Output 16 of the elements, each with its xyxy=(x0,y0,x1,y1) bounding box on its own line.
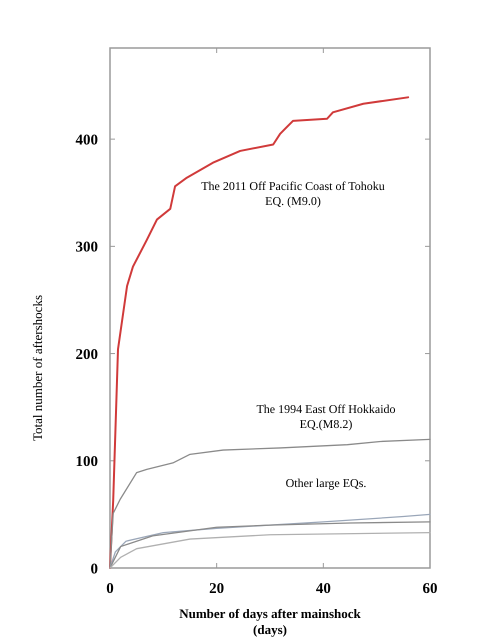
y-tick-label: 300 xyxy=(76,240,98,256)
x-tick-label: 20 xyxy=(209,581,224,597)
annotation: Other large EQs. xyxy=(286,476,366,490)
x-tick-label: 40 xyxy=(316,581,331,597)
x-tick-label: 60 xyxy=(422,581,438,597)
y-tick-label: 100 xyxy=(76,454,98,470)
y-tick-label: 200 xyxy=(76,346,98,363)
series-label: The 2011 Off Pacific Coast of Tohoku EQ. (M9.0) xyxy=(201,179,385,208)
x-axis-title: Number of days after mainshock (days) xyxy=(179,606,362,637)
y-tick-label: 400 xyxy=(76,132,98,148)
series-label: The 1994 East Off Hokkaido EQ.(M8.2) xyxy=(256,402,396,431)
line-series xyxy=(109,96,410,569)
y-tick-label: 0 xyxy=(90,561,98,578)
x-tick-label: 0 xyxy=(106,581,114,597)
y-axis-title: Total number of aftershocks xyxy=(30,294,45,442)
line-series xyxy=(109,532,431,569)
